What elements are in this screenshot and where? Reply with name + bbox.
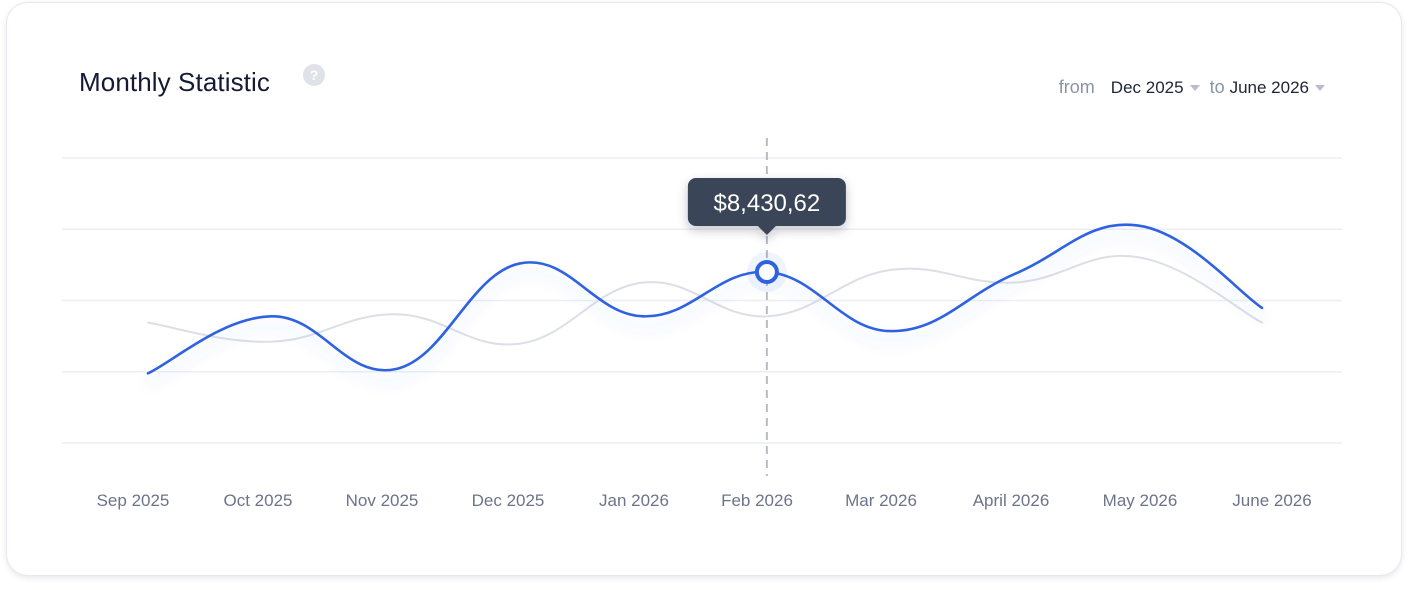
range-to-dropdown[interactable]: June 2026 bbox=[1230, 78, 1325, 98]
range-to-value: June 2026 bbox=[1229, 77, 1309, 97]
range-from-value: Dec 2025 bbox=[1110, 77, 1184, 97]
x-tick-label: May 2026 bbox=[1103, 491, 1178, 510]
x-tick-label: Dec 2025 bbox=[472, 491, 545, 510]
series-line-secondary bbox=[147, 254, 1263, 346]
x-tick-label: Sep 2025 bbox=[97, 491, 170, 510]
range-from-dropdown[interactable]: Dec 2025 bbox=[1111, 78, 1200, 98]
series-line-primary bbox=[146, 223, 1264, 375]
value-tooltip bbox=[687, 178, 846, 235]
range-from-label: from bbox=[1058, 77, 1095, 97]
x-tick-label: Oct 2025 bbox=[224, 491, 293, 510]
range-to-label: to bbox=[1209, 77, 1225, 97]
chevron-down-icon bbox=[1189, 84, 1200, 91]
tooltip-value: $8,430,62 bbox=[713, 190, 820, 217]
x-tick-label: June 2026 bbox=[1232, 491, 1311, 510]
x-tick-label: April 2026 bbox=[973, 491, 1050, 510]
chevron-down-icon bbox=[1315, 84, 1325, 91]
monthly-statistic-card: Monthly Statistic ? from Dec 2025 to Jun… bbox=[6, 2, 1402, 576]
x-tick-label: Jan 2026 bbox=[599, 491, 669, 510]
x-tick-label: Nov 2025 bbox=[346, 491, 419, 510]
date-range-selector: from Dec 2025 to June 2026 bbox=[1059, 77, 1325, 98]
highlight-point[interactable] bbox=[754, 260, 779, 284]
question-circle-icon[interactable]: ? bbox=[303, 64, 325, 86]
x-tick-label: Mar 2026 bbox=[845, 491, 917, 510]
x-tick-label: Feb 2026 bbox=[721, 491, 793, 510]
chart-title: Monthly Statistic bbox=[79, 67, 270, 97]
